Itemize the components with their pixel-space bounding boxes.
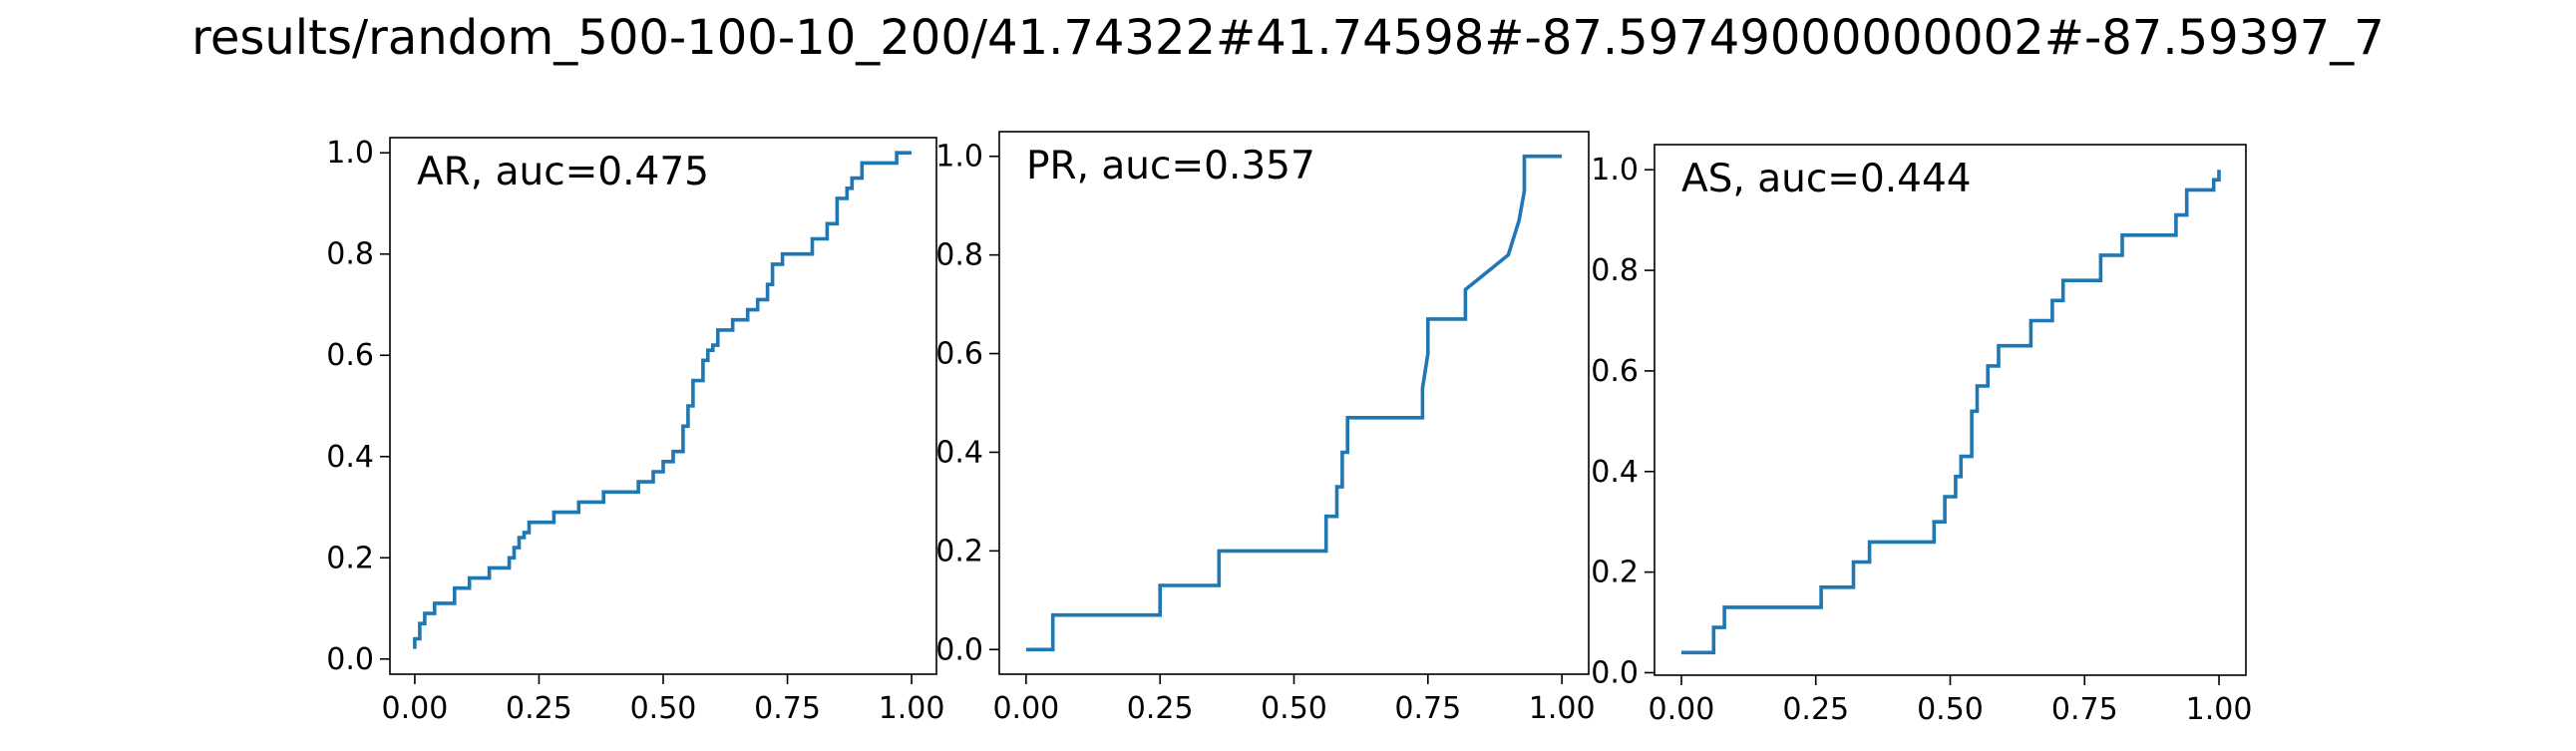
pr-xtick-label: 0.25: [1127, 691, 1194, 726]
pr-panel: 0.00 0.25 0.50 0.75 1.00 0.0 0.2 0.4 0.6 0.8 1.0 PR…: [935, 131, 1596, 726]
ar-xtick-label: 0.50: [630, 691, 697, 726]
ar-xtick-label: 1.00: [879, 691, 945, 726]
pr-axes-frame: [998, 131, 1590, 675]
pr-xtick-label: 0.00: [992, 691, 1059, 726]
ar-ytick-label: 0.0: [326, 642, 374, 677]
pr-ytick-label: 0.2: [935, 534, 983, 568]
ar-panel: 0.00 0.25 0.50 0.75 1.00 0.0 0.2 0.4 0.6 0.8 1.0 AR…: [326, 136, 944, 726]
as-xtick-label: 0.75: [2051, 692, 2118, 727]
ar-ytick-label: 0.8: [326, 237, 374, 272]
as-series-line-0: [1681, 170, 2221, 655]
as-xtick-label: 0.25: [1782, 692, 1849, 727]
as-panel-label: AS, auc=0.444: [1681, 157, 1972, 201]
ar-axes-frame: [389, 137, 937, 675]
ar-xtick-label: 0.25: [506, 691, 572, 726]
as-ytick-label: 0.8: [1591, 253, 1639, 288]
figure-title: results/random_500-100-10_200/41.74322#4…: [191, 10, 2385, 66]
ar-panel-label: AR, auc=0.475: [417, 150, 709, 194]
as-axes-frame: [1654, 144, 2247, 676]
as-ytick-label: 0.0: [1591, 655, 1639, 690]
ar-ytick-label: 0.2: [326, 541, 374, 575]
pr-ytick-label: 0.6: [935, 337, 983, 372]
as-ytick-label: 0.6: [1591, 354, 1639, 389]
pr-series-line-0: [1025, 154, 1563, 652]
pr-ytick-label: 1.0: [935, 140, 983, 175]
ar-ytick-label: 0.4: [326, 440, 374, 475]
ar-ytick-label: 1.0: [326, 136, 374, 171]
as-ytick-label: 1.0: [1591, 153, 1639, 188]
as-ytick-label: 0.2: [1591, 556, 1639, 590]
ar-xtick-label: 0.00: [382, 691, 449, 726]
ar-xtick-label: 0.75: [754, 691, 821, 726]
pr-xtick-label: 0.50: [1261, 691, 1327, 726]
pr-xtick-label: 0.75: [1394, 691, 1461, 726]
as-xtick-label: 1.00: [2186, 692, 2253, 727]
as-panel: 0.00 0.25 0.50 0.75 1.00 0.0 0.2 0.4 0.6 0.8 1.0 AS…: [1591, 144, 2253, 727]
pr-panel-label: PR, auc=0.357: [1026, 144, 1315, 188]
pr-xtick-label: 1.00: [1529, 691, 1596, 726]
as-xtick-label: 0.50: [1917, 692, 1984, 727]
as-ytick-label: 0.4: [1591, 455, 1639, 490]
pr-ytick-label: 0.0: [935, 632, 983, 667]
pr-ytick-label: 0.4: [935, 435, 983, 470]
ar-series-line-0: [413, 151, 913, 649]
as-xtick-label: 0.00: [1649, 692, 1715, 727]
ar-ytick-label: 0.6: [326, 338, 374, 373]
pr-ytick-label: 0.8: [935, 238, 983, 273]
